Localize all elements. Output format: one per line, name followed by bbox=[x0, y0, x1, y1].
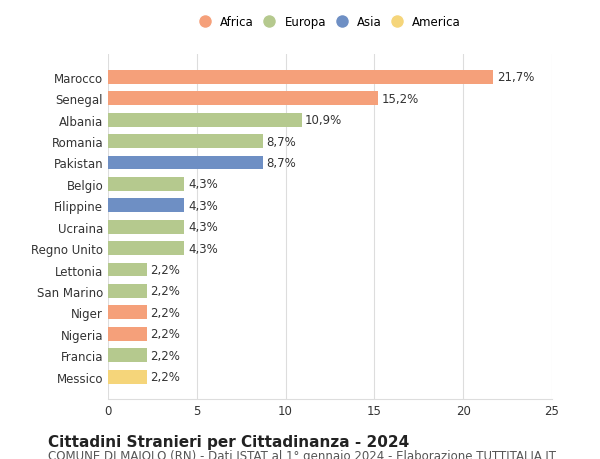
Text: 4,3%: 4,3% bbox=[188, 242, 218, 255]
Text: 2,2%: 2,2% bbox=[151, 349, 181, 362]
Bar bbox=[108, 241, 184, 256]
Bar bbox=[108, 178, 184, 191]
Text: 4,3%: 4,3% bbox=[188, 178, 218, 191]
Bar bbox=[108, 135, 263, 149]
Text: 4,3%: 4,3% bbox=[188, 221, 218, 234]
Bar bbox=[108, 370, 147, 384]
Bar bbox=[108, 199, 184, 213]
Text: Cittadini Stranieri per Cittadinanza - 2024: Cittadini Stranieri per Cittadinanza - 2… bbox=[48, 434, 409, 449]
Text: 10,9%: 10,9% bbox=[305, 114, 343, 127]
Text: 8,7%: 8,7% bbox=[266, 135, 296, 148]
Text: 2,2%: 2,2% bbox=[151, 263, 181, 276]
Text: 4,3%: 4,3% bbox=[188, 199, 218, 213]
Legend: Africa, Europa, Asia, America: Africa, Europa, Asia, America bbox=[199, 16, 461, 29]
Text: 2,2%: 2,2% bbox=[151, 285, 181, 298]
Bar bbox=[108, 71, 493, 84]
Bar bbox=[108, 156, 263, 170]
Text: 8,7%: 8,7% bbox=[266, 157, 296, 170]
Text: 15,2%: 15,2% bbox=[382, 93, 419, 106]
Bar bbox=[108, 263, 147, 277]
Bar bbox=[108, 92, 378, 106]
Bar bbox=[108, 327, 147, 341]
Text: 21,7%: 21,7% bbox=[497, 71, 535, 84]
Text: 2,2%: 2,2% bbox=[151, 306, 181, 319]
Bar bbox=[108, 220, 184, 234]
Text: COMUNE DI MAIOLO (RN) - Dati ISTAT al 1° gennaio 2024 - Elaborazione TUTTITALIA.: COMUNE DI MAIOLO (RN) - Dati ISTAT al 1°… bbox=[48, 449, 556, 459]
Bar bbox=[108, 284, 147, 298]
Bar bbox=[108, 306, 147, 319]
Text: 2,2%: 2,2% bbox=[151, 328, 181, 341]
Bar bbox=[108, 113, 302, 127]
Text: 2,2%: 2,2% bbox=[151, 370, 181, 383]
Bar bbox=[108, 348, 147, 362]
